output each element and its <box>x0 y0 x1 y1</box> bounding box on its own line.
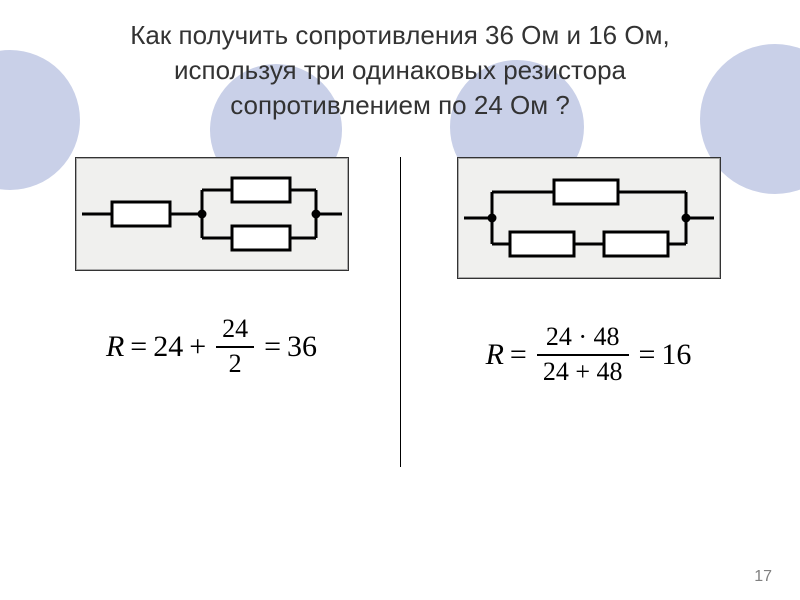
plus-sign: + <box>189 330 206 364</box>
equals-sign: = <box>264 330 281 364</box>
equals-sign: = <box>639 338 656 372</box>
page-number: 17 <box>754 568 772 586</box>
equals-sign: = <box>510 338 527 372</box>
fraction-numerator: 24 · 48 <box>540 323 626 352</box>
left-circuit-box <box>75 157 349 271</box>
formula-term1: 24 <box>153 330 183 364</box>
formula-result: 36 <box>287 330 317 364</box>
formula-result: 16 <box>661 338 691 372</box>
left-circuit-diagram <box>82 168 342 260</box>
fraction-bar <box>537 354 629 356</box>
title-line1: Как получить сопротивления 36 Ом и 16 Ом… <box>40 18 760 53</box>
page-title: Как получить сопротивления 36 Ом и 16 Ом… <box>0 0 800 133</box>
title-line3: сопротивлением по 24 Ом ? <box>40 88 760 123</box>
formula-fraction: 24 2 <box>216 315 254 378</box>
right-formula: R = 24 · 48 24 + 48 = 16 <box>486 323 692 386</box>
right-circuit-diagram <box>464 168 714 268</box>
fraction-denominator: 2 <box>223 350 248 379</box>
column-divider <box>400 157 401 467</box>
fraction-numerator: 24 <box>216 315 254 344</box>
right-circuit-box <box>457 157 721 279</box>
formula-fraction: 24 · 48 24 + 48 <box>537 323 629 386</box>
fraction-denominator: 24 + 48 <box>537 358 629 387</box>
equals-sign: = <box>130 330 147 364</box>
left-formula: R = 24 + 24 2 = 36 <box>106 315 317 378</box>
formula-var: R <box>486 338 504 372</box>
right-column: R = 24 · 48 24 + 48 = 16 <box>409 157 769 386</box>
left-column: R = 24 + 24 2 = 36 <box>32 157 392 378</box>
content-row: R = 24 + 24 2 = 36 <box>0 157 800 467</box>
title-line2: используя три одинаковых резистора <box>40 53 760 88</box>
formula-var: R <box>106 330 124 364</box>
fraction-bar <box>216 346 254 348</box>
